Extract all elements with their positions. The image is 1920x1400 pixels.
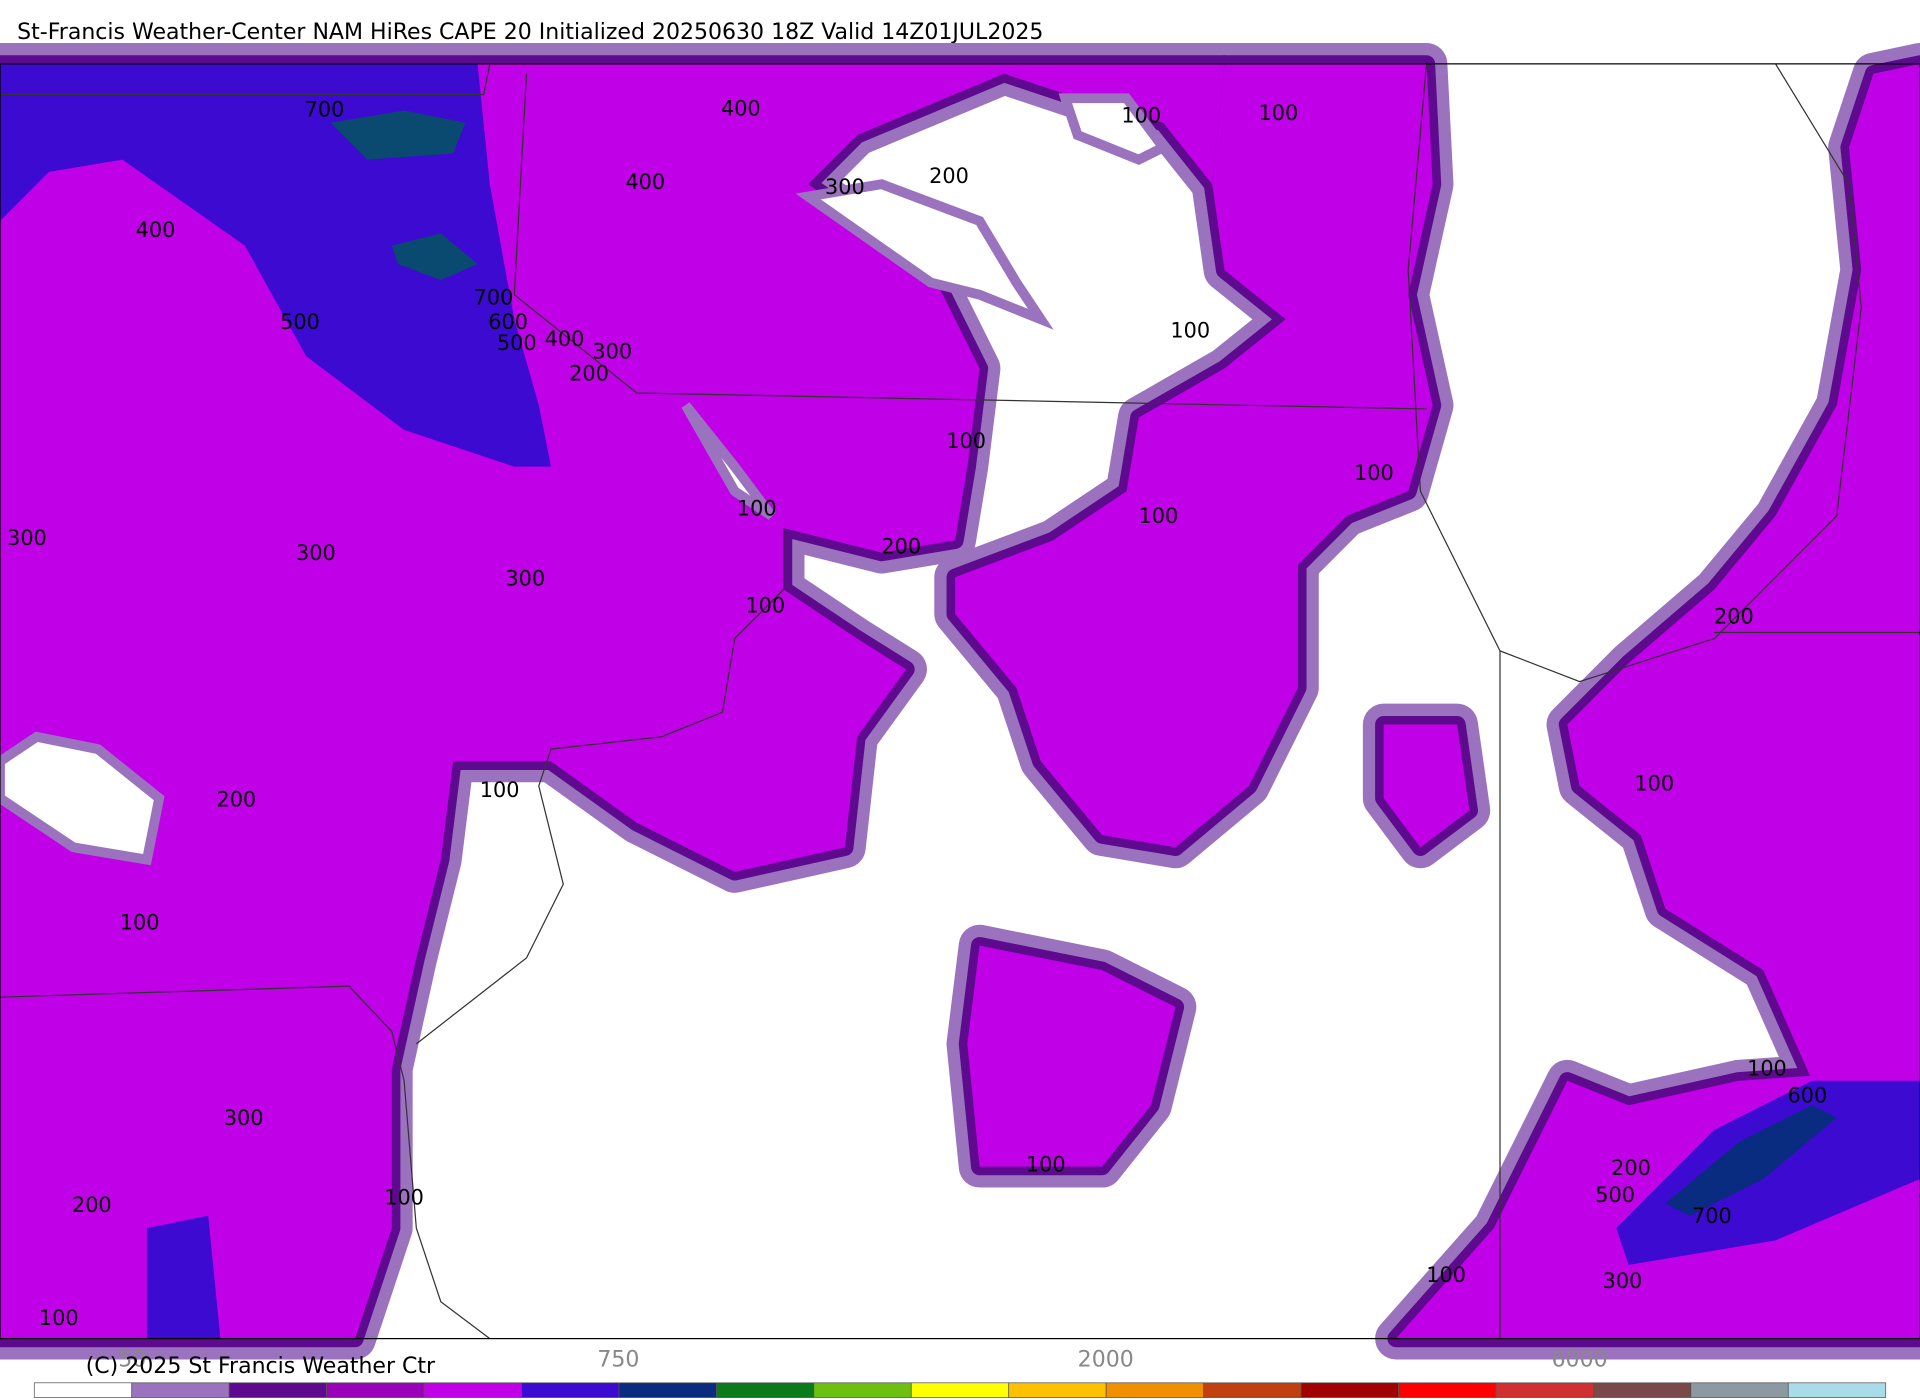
map-area [0,42,1920,1360]
boundary-line [1407,63,1501,1339]
contour-label: 200 [1714,605,1754,629]
colorbar-swatch [33,1382,133,1398]
contour-label: 300 [224,1106,264,1130]
contour-label: 300 [7,526,47,550]
contour-label: 100 [1026,1152,1066,1176]
colorbar-label: 6000 [1552,1348,1608,1373]
colorbar-swatch [521,1382,620,1398]
colorbar-swatch [228,1382,327,1398]
contour-label: 100 [1747,1057,1787,1081]
colorbar-swatch [1203,1382,1302,1398]
high-cape [146,1215,221,1339]
boundary-line [513,73,1427,410]
contour-label: 500 [280,310,320,334]
contour-label: 300 [592,339,632,363]
high-cape [0,63,552,467]
contour-label: 400 [625,170,665,194]
boundary-line [0,63,491,96]
boundary-line [0,985,491,1340]
cape-region [1383,724,1470,848]
contour-label: 100 [1121,104,1161,128]
contour-label: 100 [737,497,777,521]
colorbar-label: 50 [118,1348,146,1373]
contour-label: 200 [72,1193,112,1217]
contour-label: 200 [929,164,969,188]
contour-label: 400 [721,96,761,120]
contour-label: 700 [1692,1204,1732,1228]
contour-label: 600 [1787,1084,1827,1108]
contour-label: 100 [39,1306,79,1330]
contour-label: 200 [1611,1156,1651,1180]
colorbar-swatch [813,1382,912,1398]
contour-label: 100 [384,1186,424,1210]
boundary-line [415,528,785,1045]
colorbar-swatch [326,1382,425,1398]
colorbar-swatch [1787,1382,1887,1398]
contour-label: 700 [305,98,345,122]
colorbar-swatch [1593,1382,1692,1398]
contour-label: 100 [1354,461,1394,485]
colorbar-swatch [131,1382,230,1398]
contour-label: 100 [1139,504,1179,528]
high-cape [391,233,478,280]
contour-label: 200 [216,788,256,812]
colorbar-swatch [1008,1382,1107,1398]
contour-label: 100 [1426,1263,1466,1287]
contour-label: 700 [474,285,514,309]
high-cape [330,110,466,160]
colorbar-swatch [1105,1382,1204,1398]
colorbar-swatch [1398,1382,1497,1398]
contour-label: 500 [1595,1183,1635,1207]
colorbar-swatch [1300,1382,1399,1398]
colorbar-swatch [1690,1382,1789,1398]
contour-label: 100 [1170,319,1210,343]
contour-label: 300 [825,175,865,199]
contour-label: 400 [545,327,585,351]
high-cape [1665,1105,1837,1216]
cape-region [1567,63,1920,1081]
contour-label: 200 [881,535,921,559]
colorbar: 50 750 2000 6000 [33,1348,1887,1398]
colorbar-swatch [716,1382,815,1398]
cape-region [0,63,1225,1339]
colorbar-label: 750 [597,1348,639,1373]
contour-label: 500 [497,331,537,355]
contour-label: 600 [488,310,528,334]
map-title: St-Francis Weather-Center NAM HiRes CAPE… [17,20,1043,45]
colorbar-label: 2000 [1078,1348,1134,1373]
contour-label: 200 [569,362,609,386]
copyright: (C) 2025 St Francis Weather Ctr [86,1354,436,1379]
contour-label: 100 [120,910,160,934]
contour-label: 100 [946,429,986,453]
contour-label: 100 [745,594,785,618]
contour-label: 400 [136,218,176,242]
low-cape [0,731,165,866]
contour-label: 300 [1603,1269,1643,1293]
boundary-line [1499,63,1862,683]
contour-label: 100 [480,778,520,802]
cape-region [955,63,1433,848]
contour-label: 300 [505,567,545,591]
contour-label: 100 [1634,772,1674,796]
colorbar-swatch [618,1382,717,1398]
colorbar-swatch [1495,1382,1594,1398]
low-cape [1058,93,1171,166]
contour-label: 100 [1259,101,1299,125]
low-cape [681,402,776,520]
low-cape [795,179,1054,330]
colorbar-swatch [423,1382,522,1398]
map-frame [0,63,1920,1340]
contour-label: 300 [296,541,336,565]
cape-region [967,945,1176,1167]
colorbar-swatch [910,1382,1010,1398]
